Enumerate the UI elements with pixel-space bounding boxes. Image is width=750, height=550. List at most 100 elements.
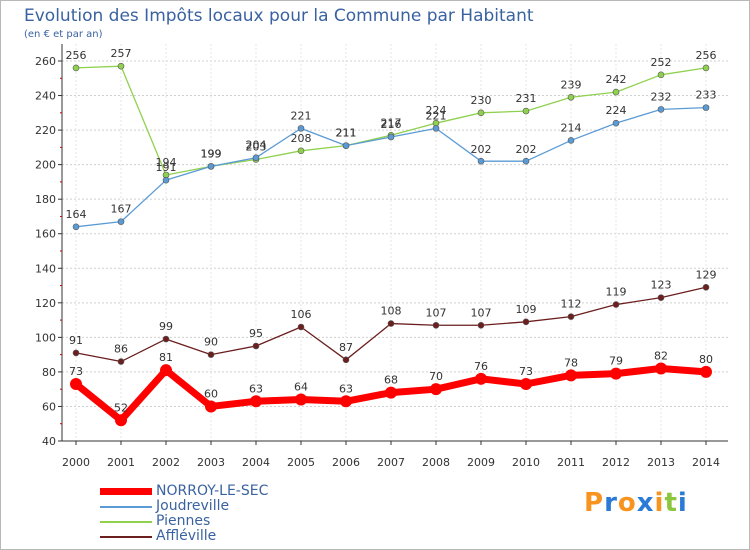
x-tick-label: 2003 xyxy=(197,456,225,469)
x-tick-label: 2013 xyxy=(647,456,675,469)
data-label: 199 xyxy=(201,147,222,160)
data-point xyxy=(252,342,260,350)
data-point xyxy=(342,356,350,364)
x-tick-label: 2011 xyxy=(557,456,585,469)
data-label: 87 xyxy=(339,341,353,354)
data-label: 76 xyxy=(474,360,488,373)
data-point xyxy=(297,147,305,155)
data-point xyxy=(567,313,575,320)
data-label: 199 xyxy=(201,147,222,160)
data-label: 95 xyxy=(249,327,263,340)
data-point xyxy=(297,125,305,132)
logo-letter: o xyxy=(617,488,637,518)
data-point xyxy=(700,365,712,378)
data-label: 231 xyxy=(516,92,537,105)
data-point xyxy=(207,351,215,358)
data-label: 194 xyxy=(156,156,177,169)
x-tick-label: 2012 xyxy=(602,456,630,469)
data-label: 99 xyxy=(159,320,173,333)
data-label: 81 xyxy=(159,351,173,364)
data-label: 123 xyxy=(651,279,672,292)
data-label: 202 xyxy=(516,143,537,156)
data-label: 86 xyxy=(114,343,128,356)
y-tick-label: 80 xyxy=(42,366,56,379)
data-label: 202 xyxy=(471,143,492,156)
data-point xyxy=(115,414,127,427)
data-label: 242 xyxy=(606,73,627,86)
data-label: 214 xyxy=(561,121,582,134)
data-point xyxy=(477,157,485,165)
data-label: 80 xyxy=(699,353,713,366)
data-point xyxy=(295,393,307,406)
data-point xyxy=(610,367,622,380)
data-label: 232 xyxy=(651,90,672,103)
logo-letter: P xyxy=(584,488,605,518)
data-label: 107 xyxy=(426,306,447,319)
legend-label: NORROY-LE-SEC xyxy=(156,483,269,499)
y-tick-label: 160 xyxy=(35,228,56,241)
y-tick-label: 180 xyxy=(35,193,56,206)
x-tick-label: 2014 xyxy=(692,456,720,469)
data-label: 60 xyxy=(204,387,218,400)
data-label: 211 xyxy=(336,127,357,140)
data-label: 68 xyxy=(384,374,398,387)
proxiti-logo: Proxiti xyxy=(584,488,688,518)
data-point xyxy=(475,372,487,385)
data-label: 112 xyxy=(561,298,582,311)
x-tick-label: 2001 xyxy=(107,456,135,469)
x-tick-label: 2010 xyxy=(512,456,540,469)
data-label: 82 xyxy=(654,349,668,362)
data-point xyxy=(117,218,125,225)
data-point xyxy=(72,64,80,72)
data-label: 211 xyxy=(336,127,357,140)
x-tick-label: 2009 xyxy=(467,456,495,469)
data-label: 78 xyxy=(564,356,578,369)
data-point xyxy=(205,400,217,413)
data-label: 52 xyxy=(114,401,128,414)
y-tick-label: 240 xyxy=(35,90,56,103)
data-label: 257 xyxy=(111,47,132,60)
data-label: 109 xyxy=(516,303,537,316)
logo-letter: r xyxy=(604,488,618,518)
data-point xyxy=(162,335,170,343)
data-label: 233 xyxy=(696,89,717,102)
data-point xyxy=(162,176,170,184)
y-tick-label: 200 xyxy=(35,159,56,172)
data-point xyxy=(252,154,260,162)
data-point xyxy=(702,104,710,111)
legend-swatch xyxy=(100,488,152,495)
logo-letter: i xyxy=(677,488,688,518)
y-tick-label: 220 xyxy=(35,124,56,137)
data-point xyxy=(72,349,80,357)
logo-letter: i xyxy=(654,488,665,518)
data-label: 221 xyxy=(426,109,447,122)
data-label: 106 xyxy=(291,308,312,321)
data-point xyxy=(612,88,620,96)
data-label: 239 xyxy=(561,78,582,91)
data-label: 90 xyxy=(204,336,218,349)
data-point xyxy=(387,133,395,141)
data-label: 164 xyxy=(66,208,87,221)
data-point xyxy=(430,383,442,396)
data-label: 64 xyxy=(294,381,308,394)
data-label: 108 xyxy=(381,305,402,318)
logo-letter: t xyxy=(664,488,678,518)
data-label: 224 xyxy=(426,104,447,117)
data-label: 63 xyxy=(249,382,263,395)
chart-subtitle: (en € et par an) xyxy=(24,29,103,40)
y-tick-label: 120 xyxy=(35,297,56,310)
data-point xyxy=(702,283,710,291)
data-point xyxy=(432,321,440,329)
x-tick-label: 2008 xyxy=(422,456,450,469)
legend-label: Joudreville xyxy=(156,498,230,514)
data-label: 204 xyxy=(246,139,267,152)
data-point xyxy=(520,378,532,390)
data-label: 107 xyxy=(471,306,492,319)
legend-label: Affléville xyxy=(156,528,217,544)
data-point xyxy=(387,320,395,327)
y-tick-label: 100 xyxy=(35,331,56,344)
data-label: 221 xyxy=(291,109,312,122)
data-label: 203 xyxy=(246,140,267,153)
data-point xyxy=(565,369,577,382)
data-label: 256 xyxy=(66,49,87,62)
